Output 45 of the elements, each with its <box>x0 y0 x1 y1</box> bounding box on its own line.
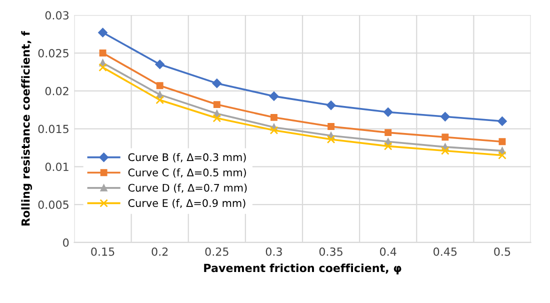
point <box>155 60 164 70</box>
y-tick-label: 0 <box>63 238 69 247</box>
point <box>326 135 336 144</box>
x-tick-label: 0.25 <box>205 247 228 256</box>
point <box>270 126 278 134</box>
point <box>384 129 392 136</box>
point <box>156 82 164 90</box>
point <box>440 112 450 122</box>
x-tick-label: 0.5 <box>494 247 510 256</box>
y-tick-label: 0.005 <box>38 200 68 209</box>
point <box>440 146 450 155</box>
y-tick-label: 0.03 <box>45 11 68 20</box>
y-tick-label: 0.025 <box>38 49 68 58</box>
point <box>326 100 336 110</box>
point <box>328 123 335 130</box>
x-tick-label: 0.3 <box>266 247 282 256</box>
point <box>384 142 392 150</box>
x-tick-label: 0.2 <box>152 247 168 256</box>
point <box>383 107 393 117</box>
point <box>98 63 107 72</box>
legend-label: Curve B (f, Δ=0.3 mm) <box>128 153 246 162</box>
point <box>98 28 108 38</box>
x-tick-label: 0.35 <box>319 247 342 256</box>
point <box>213 101 220 108</box>
y-tick-label: 0.015 <box>38 124 68 134</box>
x-axis-title: Pavement friction coefficient, φ <box>204 264 402 274</box>
point <box>212 78 222 88</box>
legend-label: Curve C (f, Δ=0.5 mm) <box>128 168 246 178</box>
point <box>270 114 278 121</box>
y-tick-label: 0.01 <box>45 162 68 172</box>
x-tick-label: 0.4 <box>380 247 396 256</box>
point <box>442 134 449 141</box>
x-tick-label: 0.15 <box>91 247 114 256</box>
point <box>156 96 164 104</box>
point <box>498 116 507 126</box>
point <box>212 114 222 122</box>
point <box>99 50 106 56</box>
point <box>498 138 506 146</box>
y-tick-label: 0.02 <box>45 86 68 96</box>
point <box>269 92 279 101</box>
x-tick-label: 0.45 <box>434 247 457 256</box>
point <box>498 151 506 160</box>
legend-label: Curve E (f, Δ=0.9 mm) <box>128 198 246 208</box>
legend-label: Curve D (f, Δ=0.7 mm) <box>128 184 247 193</box>
y-axis-title: Rolling resistance coefficient, f <box>21 30 32 226</box>
